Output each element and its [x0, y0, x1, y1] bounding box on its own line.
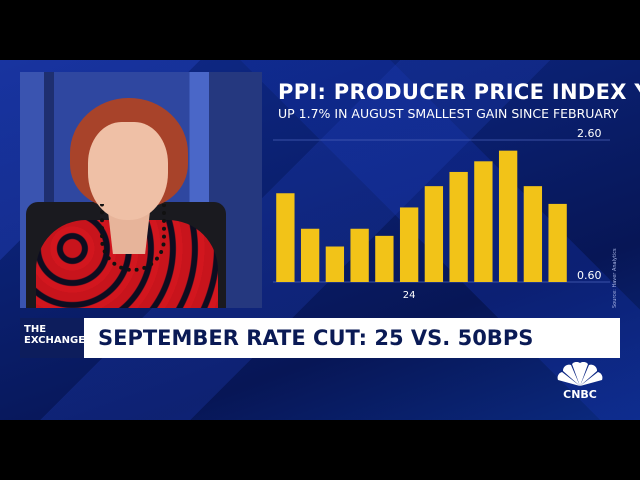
broadcast-frame: PPI: PRODUCER PRICE INDEX Y/Y UP 1.7% IN… [0, 60, 640, 420]
headline-bar: SEPTEMBER RATE CUT: 25 VS. 50BPS [84, 318, 620, 358]
bar [350, 228, 369, 282]
bar [375, 235, 394, 282]
cnbc-logo-text: CNBC [563, 388, 597, 401]
guest-face [88, 122, 168, 220]
chart-title: PPI: PRODUCER PRICE INDEX Y/Y [278, 80, 640, 104]
y-tick-label: 0.60 [577, 269, 602, 282]
guest-necklace [100, 204, 166, 272]
source-credit: Source: Haver Analytics [612, 248, 618, 308]
bar [474, 161, 493, 282]
bar [523, 186, 543, 282]
chart-subtitle: UP 1.7% IN AUGUST SMALLEST GAIN SINCE FE… [278, 106, 619, 121]
guest-video [20, 72, 262, 308]
headline-text: SEPTEMBER RATE CUT: 25 VS. 50BPS [98, 326, 534, 350]
show-logo-line1: THE [24, 324, 47, 335]
show-logo: THE EXCHANGE [20, 318, 86, 358]
ppi-bar-chart: 2.60 0.60 24 [273, 128, 610, 301]
show-logo-line2: EXCHANGE [24, 335, 86, 346]
bar [300, 228, 320, 282]
bar [399, 207, 419, 282]
cnbc-logo: CNBC [554, 361, 606, 402]
y-tick-label: 2.60 [577, 128, 602, 140]
chart-bars [276, 150, 567, 282]
bar [498, 150, 518, 282]
bar [424, 186, 444, 282]
bar [548, 203, 567, 282]
bar [276, 193, 295, 282]
peacock-icon [557, 361, 603, 386]
bar [325, 246, 345, 282]
x-tick-label: 24 [403, 290, 416, 301]
chart-labels: 2.60 0.60 24 [403, 128, 602, 301]
lower-third: THE EXCHANGE SEPTEMBER RATE CUT: 25 VS. … [20, 318, 620, 358]
bar [449, 171, 468, 282]
